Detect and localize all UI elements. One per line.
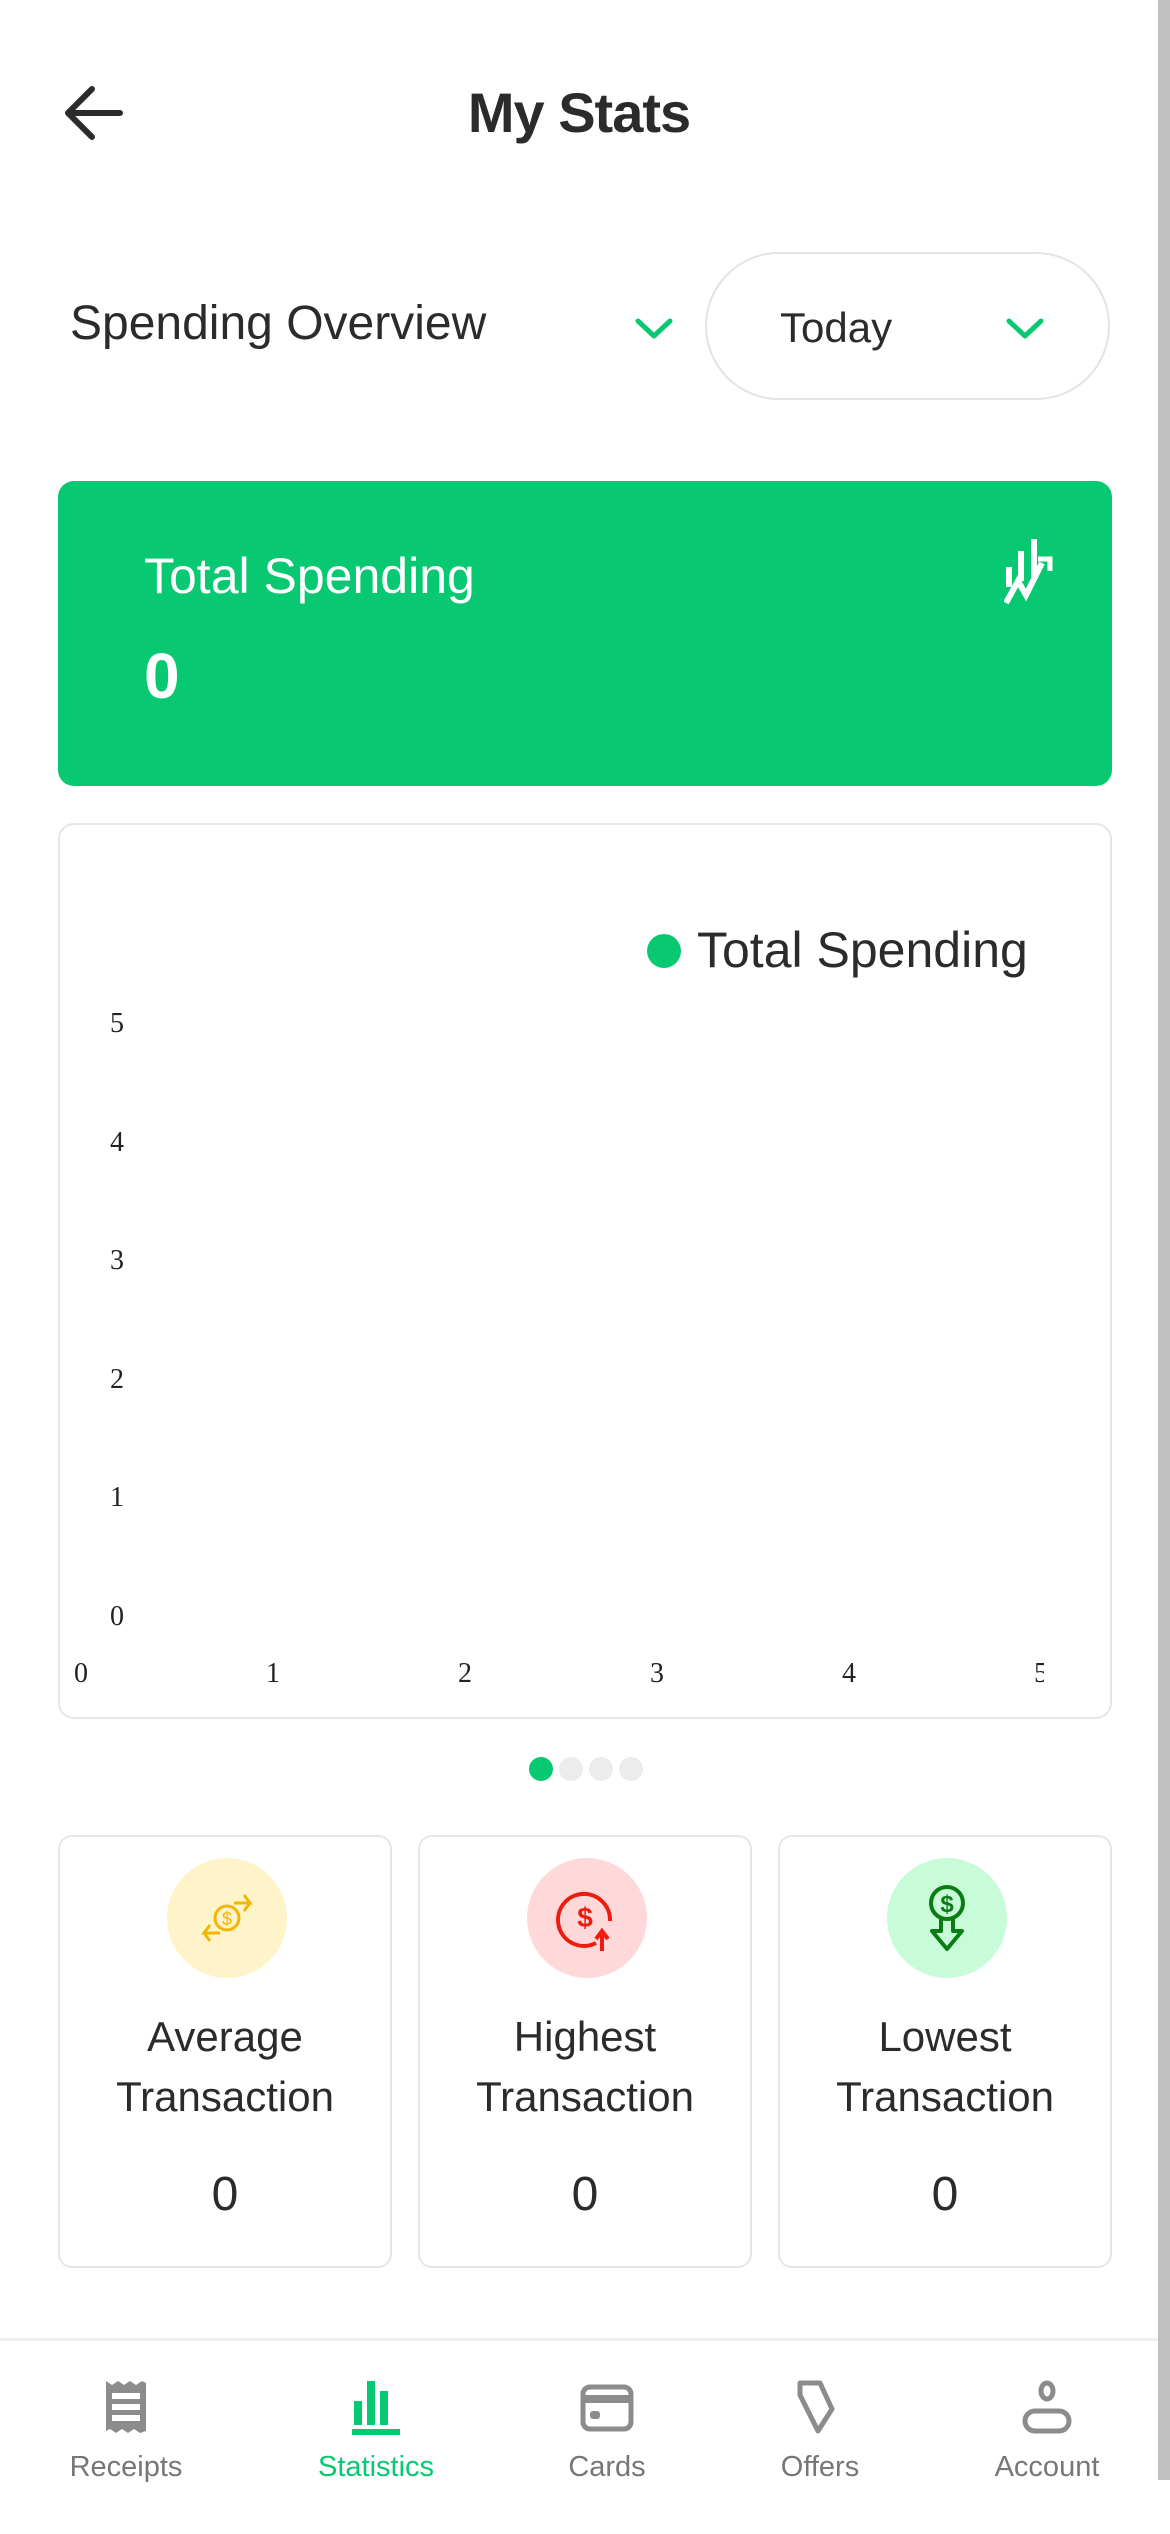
- back-button[interactable]: [62, 85, 126, 141]
- nav-item-offers[interactable]: Offers: [720, 2379, 920, 2484]
- nav-item-cards[interactable]: Cards: [507, 2379, 707, 2484]
- pagination-dot[interactable]: [559, 1757, 583, 1781]
- page-title: My Stats: [467, 81, 691, 144]
- stat-value: 0: [211, 2168, 239, 2221]
- stat-label-line2: Transaction: [836, 2073, 1054, 2120]
- chevron-down-icon[interactable]: [634, 316, 674, 342]
- x-tick-label: 1: [266, 1658, 280, 1689]
- stat-label: Average Transaction: [60, 2007, 390, 2127]
- stat-card: $ Average Transaction 0: [58, 1835, 392, 2268]
- legend-label: Total Spending: [697, 922, 1028, 978]
- user-icon: [1022, 2380, 1072, 2434]
- x-tick-label: 5: [1034, 1658, 1044, 1689]
- arrow-left-icon: [65, 86, 123, 140]
- bottom-nav: Receipts Statistics Cards Offers Account: [0, 2338, 1158, 2534]
- nav-label: Account: [994, 2451, 1100, 2483]
- stat-label-line1: Average: [147, 2013, 303, 2060]
- y-tick-label: 1: [110, 1482, 124, 1514]
- nav-item-account[interactable]: Account: [947, 2379, 1147, 2484]
- nav-item-receipts[interactable]: Receipts: [26, 2379, 226, 2484]
- x-tick-label: 2: [458, 1658, 472, 1689]
- chart-trend-icon: [1004, 539, 1053, 605]
- credit-card-icon: [580, 2384, 634, 2432]
- dollar-down-icon-badge: $: [887, 1858, 1007, 1978]
- exchange-dollar-icon-badge: $: [167, 1858, 287, 1978]
- legend-marker: [647, 934, 681, 968]
- pagination-dot[interactable]: [619, 1757, 643, 1781]
- y-tick-label: 4: [110, 1126, 124, 1158]
- total-spending-value: 0: [144, 640, 180, 712]
- y-tick-label: 2: [110, 1363, 124, 1395]
- x-tick-label: 4: [842, 1658, 856, 1689]
- stat-value: 0: [571, 2168, 599, 2221]
- spending-chart: Total Spending 5 4 3 2 1 0 0 1 2 3 4 5: [58, 823, 1112, 1719]
- stat-label: Lowest Transaction: [780, 2007, 1110, 2127]
- overview-label: Spending Overview: [70, 297, 487, 350]
- nav-label: Statistics: [317, 2451, 435, 2483]
- total-spending-card: Total Spending 0: [58, 481, 1112, 786]
- dollar-down-icon: $: [929, 1885, 965, 1951]
- pagination-dot[interactable]: [529, 1757, 553, 1781]
- chevron-down-icon: [1006, 318, 1044, 339]
- stat-card: $ Highest Transaction 0: [418, 1835, 752, 2268]
- overview-select[interactable]: Spending Overview: [70, 296, 486, 351]
- dollar-up-icon-badge: $: [527, 1858, 647, 1978]
- y-tick-label: 3: [110, 1245, 124, 1277]
- dollar-up-icon: $: [556, 1891, 613, 1951]
- svg-text:$: $: [222, 1909, 232, 1929]
- stat-label-line1: Lowest: [878, 2013, 1012, 2060]
- nav-label: Offers: [780, 2451, 860, 2483]
- period-value: Today: [780, 304, 893, 351]
- nav-item-statistics[interactable]: Statistics: [276, 2379, 476, 2484]
- tag-icon: [797, 2380, 835, 2434]
- y-tick-label: 5: [110, 1008, 124, 1039]
- stat-label-line2: Transaction: [116, 2073, 334, 2120]
- x-tick-label: 0: [74, 1658, 88, 1689]
- y-tick-label: 0: [110, 1601, 124, 1632]
- total-spending-label: Total Spending: [144, 548, 475, 604]
- exchange-dollar-icon: $: [201, 1894, 253, 1942]
- pagination-dot[interactable]: [589, 1757, 613, 1781]
- scrollbar[interactable]: [1158, 0, 1170, 2480]
- svg-text:$: $: [940, 1891, 954, 1918]
- stat-label-line2: Transaction: [476, 2073, 694, 2120]
- nav-label: Receipts: [69, 2451, 183, 2483]
- bar-chart-icon: [352, 2381, 400, 2435]
- stat-label-line1: Highest: [513, 2013, 657, 2060]
- stat-value: 0: [931, 2168, 959, 2221]
- stat-card: $ Lowest Transaction 0: [778, 1835, 1112, 2268]
- svg-text:$: $: [577, 1902, 593, 1933]
- receipt-icon: [106, 2381, 146, 2433]
- period-dropdown[interactable]: Today: [705, 252, 1110, 400]
- x-tick-label: 3: [650, 1658, 664, 1689]
- stat-label: Highest Transaction: [420, 2007, 750, 2127]
- nav-label: Cards: [568, 2451, 646, 2483]
